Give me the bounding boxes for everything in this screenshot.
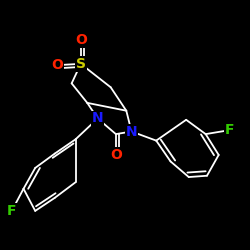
Text: O: O <box>52 58 63 72</box>
Text: O: O <box>110 148 122 162</box>
Text: O: O <box>75 34 87 48</box>
Text: N: N <box>126 124 137 138</box>
Text: S: S <box>76 57 86 71</box>
Text: F: F <box>7 204 16 218</box>
Text: N: N <box>92 112 104 126</box>
Text: F: F <box>224 123 234 137</box>
